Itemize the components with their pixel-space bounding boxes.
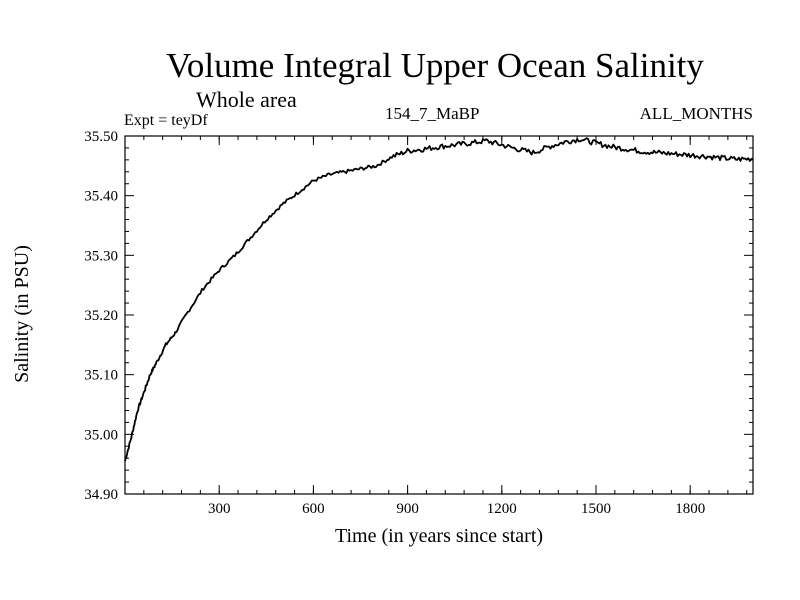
y-tick-label: 35.50 (84, 129, 118, 145)
plot-frame (124, 135, 754, 495)
y-tick-label: 35.00 (84, 427, 118, 443)
y-tick-label: 35.30 (84, 248, 118, 264)
x-tick-label: 900 (396, 501, 419, 517)
y-tick-label: 34.90 (84, 487, 118, 503)
x-tick-label: 1500 (581, 501, 611, 517)
experiment-label: Expt = teyDf (124, 112, 208, 129)
y-tick-label: 35.20 (84, 308, 118, 324)
x-tick-label: 600 (302, 501, 325, 517)
months-label: ALL_MONTHS (639, 104, 753, 123)
salinity-series-line (124, 137, 754, 462)
run-label: 154_7_MaBP (385, 104, 480, 123)
x-axis-label: Time (in years since start) (334, 525, 544, 547)
chart-subtitle: Whole area (196, 87, 297, 112)
y-tick-label: 35.10 (84, 368, 118, 384)
chart-title: Volume Integral Upper Ocean Salinity (166, 46, 704, 85)
x-tick-label: 1200 (487, 501, 517, 517)
y-tick-label: 35.40 (84, 189, 118, 205)
x-tick-label: 300 (208, 501, 231, 517)
x-tick-label: 1800 (675, 501, 705, 517)
